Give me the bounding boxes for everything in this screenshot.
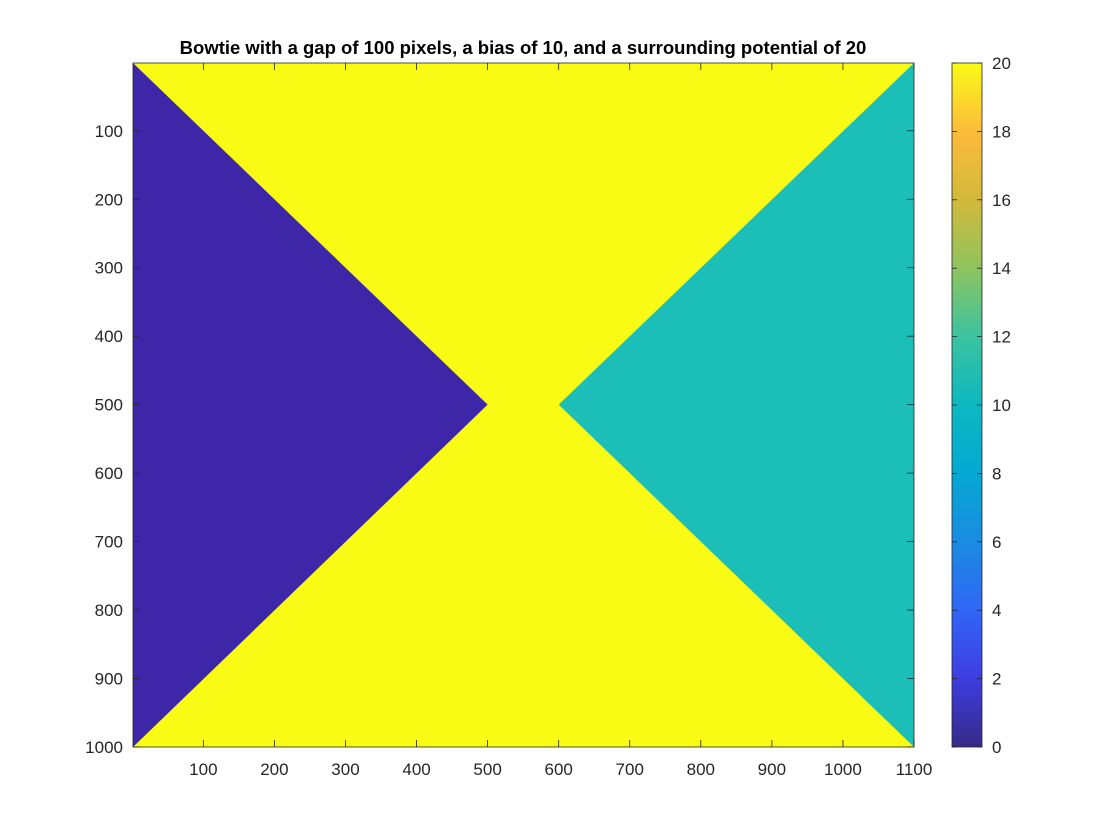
colorbar-tick-label: 20 bbox=[992, 54, 1011, 73]
x-tick-label: 900 bbox=[758, 760, 786, 779]
y-tick-label: 600 bbox=[95, 464, 123, 483]
colorbar-tick-label: 14 bbox=[992, 259, 1011, 278]
right-electrode-region bbox=[558, 63, 914, 747]
x-tick-label: 1100 bbox=[896, 760, 933, 779]
colorbar-tick-label: 18 bbox=[992, 122, 1011, 141]
y-axis: 100 200 300 400 500 600 700 800 900 1000 bbox=[85, 122, 914, 757]
colorbar: 0 2 4 6 8 10 12 14 16 18 20 bbox=[951, 54, 1011, 757]
x-tick-label: 100 bbox=[189, 760, 217, 779]
y-tick-label: 700 bbox=[95, 533, 123, 552]
x-tick-label: 1000 bbox=[824, 760, 862, 779]
colorbar-tick-label: 8 bbox=[992, 464, 1001, 483]
left-electrode-region bbox=[133, 63, 488, 747]
y-tick-label: 800 bbox=[95, 601, 123, 620]
y-tick-label: 300 bbox=[95, 259, 123, 278]
colorbar-tick-label: 4 bbox=[992, 601, 1001, 620]
plot-area: 100 200 300 400 500 600 700 800 900 1000 1100 100 2… bbox=[85, 62, 932, 779]
x-axis: 100 200 300 400 500 600 700 800 900 1000 1100 bbox=[189, 63, 932, 779]
y-tick-label: 400 bbox=[95, 327, 123, 346]
x-tick-label: 300 bbox=[331, 760, 359, 779]
x-tick-label: 200 bbox=[260, 760, 288, 779]
colorbar-tick-label: 16 bbox=[992, 191, 1011, 210]
y-tick-label: 900 bbox=[95, 670, 123, 689]
chart-title: Bowtie with a gap of 100 pixels, a bias … bbox=[180, 37, 867, 58]
x-tick-label: 500 bbox=[473, 760, 501, 779]
x-tick-label: 800 bbox=[687, 760, 715, 779]
y-tick-label: 500 bbox=[95, 396, 123, 415]
y-tick-label: 100 bbox=[95, 122, 123, 141]
x-tick-label: 600 bbox=[544, 760, 572, 779]
axes-box bbox=[132, 62, 915, 748]
x-tick-label: 700 bbox=[616, 760, 644, 779]
colorbar-tick-label: 6 bbox=[992, 533, 1001, 552]
colorbar-tick-label: 0 bbox=[992, 738, 1001, 757]
x-tick-label: 400 bbox=[402, 760, 430, 779]
colorbar-tick-label: 12 bbox=[992, 328, 1011, 347]
colorbar-tick-label: 2 bbox=[992, 670, 1001, 689]
y-tick-label: 200 bbox=[95, 190, 123, 209]
y-tick-label: 1000 bbox=[85, 738, 123, 757]
colorbar-ticks: 0 2 4 6 8 10 12 14 16 18 20 bbox=[952, 54, 1011, 757]
colorbar-tick-label: 10 bbox=[992, 396, 1011, 415]
